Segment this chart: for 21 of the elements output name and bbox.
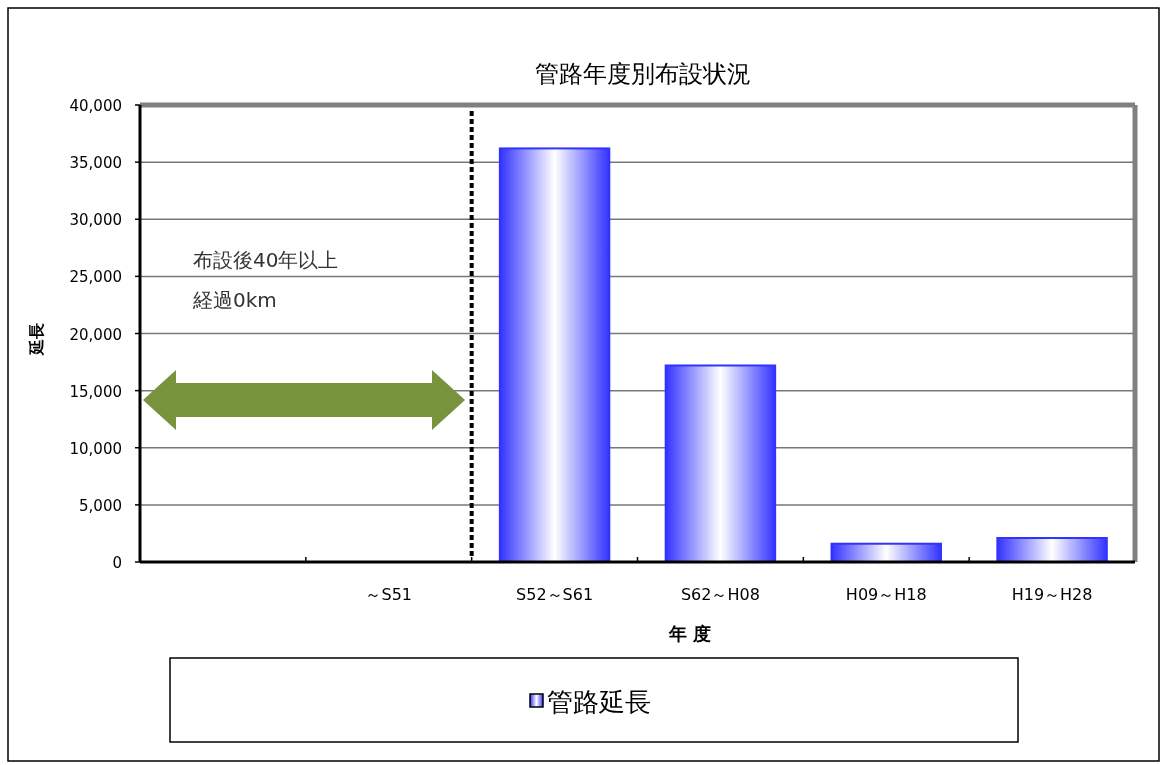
y-tick-label: 0: [112, 554, 122, 572]
y-tick-label: 35,000: [69, 154, 122, 173]
chart-title: 管路年度別布設状況: [534, 60, 751, 88]
x-tick-label: S62～H08: [680, 585, 760, 604]
x-tick-label: S52～S61: [516, 585, 594, 604]
y-tick-label: 10,000: [69, 439, 122, 458]
y-axis-title: 延長: [27, 322, 46, 356]
legend-label: 管路延長: [547, 687, 651, 717]
x-tick-label: H09～H18: [845, 585, 927, 604]
annotation: 経過0km: [192, 288, 277, 312]
y-tick-label: 30,000: [69, 211, 122, 230]
y-tick-label: 20,000: [69, 325, 122, 344]
y-tick-label: 15,000: [69, 382, 122, 401]
y-tick-label: 5,000: [79, 496, 122, 515]
y-tick-label: 40,000: [69, 97, 122, 115]
x-tick-label: H19～H28: [1011, 585, 1093, 604]
y-tick-label: 25,000: [69, 268, 122, 287]
legend: 管路延長: [169, 657, 1019, 743]
x-tick-label: ～S51: [365, 585, 413, 604]
x-axis-title: 年 度: [667, 623, 712, 644]
annotation: 布設後40年以上: [193, 248, 339, 272]
